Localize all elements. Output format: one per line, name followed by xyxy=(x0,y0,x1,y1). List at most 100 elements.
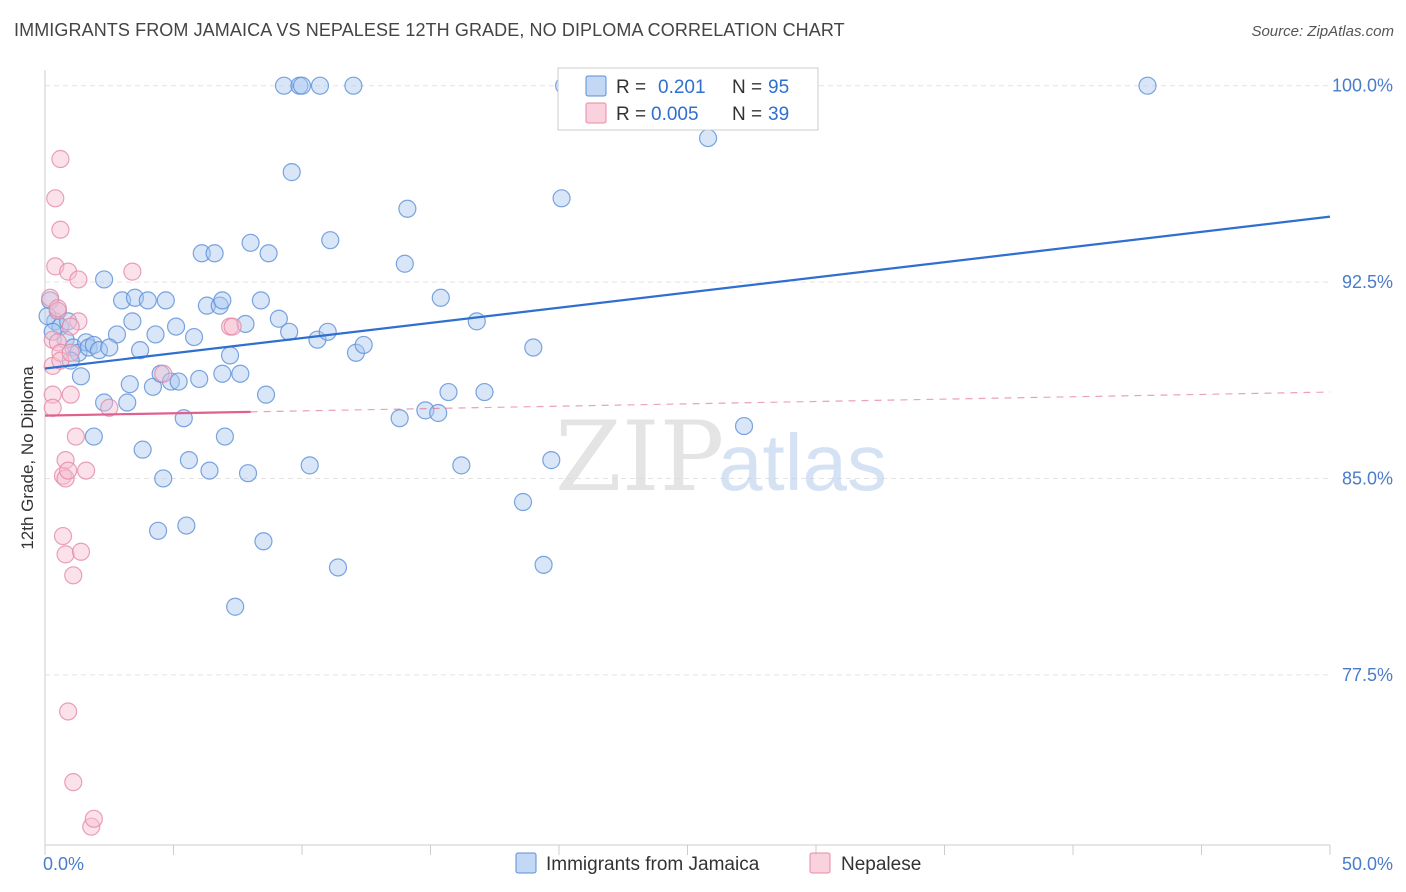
axes xyxy=(44,70,1331,855)
point-jamaica xyxy=(542,451,561,470)
point-nepalese xyxy=(46,189,65,208)
point-jamaica xyxy=(154,469,173,488)
point-jamaica xyxy=(269,309,288,328)
point-jamaica xyxy=(213,364,232,383)
point-nepalese xyxy=(43,398,62,417)
point-nepalese xyxy=(51,343,70,362)
trend-line-nepalese xyxy=(44,410,251,417)
bottom-legend-jamaica: Immigrants from Jamaica xyxy=(546,854,760,875)
point-nepalese xyxy=(69,270,88,289)
point-jamaica xyxy=(95,270,114,289)
point-nepalese xyxy=(84,809,103,828)
point-jamaica xyxy=(328,558,348,577)
point-jamaica xyxy=(318,322,337,341)
point-jamaica xyxy=(292,76,312,95)
point-nepalese xyxy=(48,333,67,352)
y-tick-labels: 77.5% 85.0% 92.5% 100.0% xyxy=(1332,76,1393,685)
point-nepalese xyxy=(61,385,80,404)
point-jamaica xyxy=(698,128,718,148)
point-nepalese xyxy=(53,466,73,485)
point-jamaica xyxy=(226,597,245,616)
point-nepalese xyxy=(66,427,85,446)
point-jamaica xyxy=(452,456,471,475)
point-jamaica xyxy=(79,338,98,357)
legend-swatch-nepalese xyxy=(585,102,607,124)
point-jamaica xyxy=(71,367,91,386)
point-jamaica xyxy=(118,393,137,412)
point-nepalese xyxy=(48,299,67,318)
point-jamaica xyxy=(200,461,219,480)
point-jamaica xyxy=(429,403,448,423)
point-jamaica xyxy=(282,163,301,182)
point-jamaica xyxy=(231,364,250,383)
point-jamaica xyxy=(215,427,234,446)
point-nepalese xyxy=(71,542,91,561)
point-jamaica xyxy=(120,375,139,394)
bottom-legend-swatch-jamaica xyxy=(515,852,537,874)
point-jamaica xyxy=(184,327,204,347)
point-nepalese xyxy=(59,702,78,721)
point-jamaica xyxy=(259,244,278,263)
point-jamaica xyxy=(123,312,142,331)
point-jamaica xyxy=(241,233,260,252)
point-jamaica xyxy=(534,555,553,574)
point-jamaica xyxy=(300,456,319,475)
point-nepalese xyxy=(154,364,173,383)
point-jamaica xyxy=(251,291,270,310)
point-jamaica xyxy=(213,291,232,310)
point-nepalese xyxy=(59,461,78,480)
x-tick-labels: 0.0% 50.0% xyxy=(43,854,1393,874)
point-nepalese xyxy=(61,317,80,336)
point-jamaica xyxy=(89,341,109,360)
point-jamaica xyxy=(146,325,165,344)
bottom-legend-nepalese: Nepalese xyxy=(841,854,921,875)
series-legend: Immigrants from Jamaica Nepalese xyxy=(515,852,921,875)
point-jamaica xyxy=(84,427,103,446)
y-tick-label: 100.0% xyxy=(1332,76,1393,96)
point-jamaica xyxy=(169,372,188,391)
point-jamaica xyxy=(398,199,417,218)
point-jamaica xyxy=(177,516,196,535)
point-jamaica xyxy=(166,317,186,336)
point-nepalese xyxy=(56,545,75,564)
point-nepalese xyxy=(56,451,75,470)
point-jamaica xyxy=(190,369,209,389)
point-jamaica xyxy=(524,338,543,357)
legend-n-value: 95 xyxy=(768,77,789,98)
trend-lines xyxy=(44,215,1331,417)
point-nepalese xyxy=(53,526,73,546)
watermark-atlas: atlas xyxy=(718,418,887,507)
trend-line-nepalese-dashed xyxy=(250,391,1331,413)
point-jamaica xyxy=(734,416,754,436)
point-nepalese xyxy=(100,398,119,417)
point-jamaica xyxy=(475,382,494,402)
point-jamaica xyxy=(280,322,299,341)
point-jamaica xyxy=(354,335,373,355)
legend-n-label: N = xyxy=(732,104,762,125)
chart-source: Source: ZipAtlas.com xyxy=(1251,23,1394,40)
point-jamaica xyxy=(390,409,409,428)
chart-title: IMMIGRANTS FROM JAMAICA VS NEPALESE 12TH… xyxy=(14,20,845,40)
legend-n-label: N = xyxy=(732,77,762,98)
point-nepalese xyxy=(51,149,70,169)
x-tick-label: 0.0% xyxy=(43,854,84,874)
y-tick-label: 92.5% xyxy=(1342,272,1393,292)
point-nepalese xyxy=(43,385,62,404)
point-nepalese xyxy=(77,461,96,480)
point-jamaica xyxy=(84,335,103,355)
point-jamaica xyxy=(254,532,273,551)
point-jamaica xyxy=(321,231,340,250)
point-jamaica xyxy=(133,440,152,459)
point-nepalese xyxy=(61,343,80,362)
legend-swatch-jamaica xyxy=(585,75,607,97)
point-jamaica xyxy=(100,338,119,357)
point-jamaica xyxy=(552,189,571,208)
y-axis-label: 12th Grade, No Diploma xyxy=(18,366,37,550)
point-jamaica xyxy=(205,244,224,263)
point-jamaica xyxy=(344,76,363,95)
correlation-legend: R = 0.201 N = 95 R = 0.005 N = 39 xyxy=(557,67,819,131)
y-tick-label: 77.5% xyxy=(1342,665,1393,685)
point-jamaica xyxy=(148,521,168,540)
point-jamaica xyxy=(467,312,486,331)
